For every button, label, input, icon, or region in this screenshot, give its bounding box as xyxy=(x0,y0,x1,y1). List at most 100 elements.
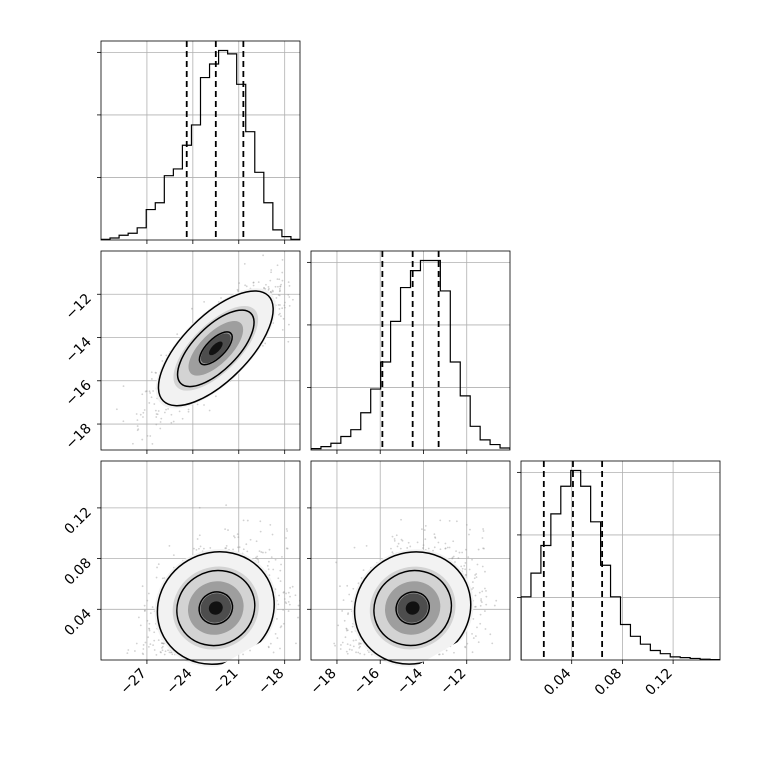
panel-frame xyxy=(100,250,301,451)
scatter-point xyxy=(170,413,173,416)
scatter-point xyxy=(474,605,477,608)
scatter-point xyxy=(135,642,138,645)
scatter-point xyxy=(464,562,467,564)
scatter-panel-p1-p3: −27 −24 −21 −180.040.080.12 xyxy=(61,460,307,698)
scatter-point xyxy=(198,506,201,509)
scatter-point xyxy=(152,644,155,647)
scatter-point xyxy=(341,610,344,612)
scatter-point xyxy=(438,653,440,656)
scatter-point xyxy=(474,594,477,597)
scatter-point xyxy=(146,619,149,622)
scatter-point xyxy=(282,622,285,625)
scatter-point xyxy=(157,410,160,412)
scatter-point xyxy=(359,652,361,655)
density-fill xyxy=(208,601,223,615)
scatter-point xyxy=(266,564,269,567)
scatter-point xyxy=(149,643,152,646)
scatter-point xyxy=(115,408,118,411)
scatter-point xyxy=(281,279,284,282)
scatter-point xyxy=(168,651,171,654)
scatter-point xyxy=(142,648,145,650)
scatter-point xyxy=(468,568,471,571)
scatter-point xyxy=(232,548,234,551)
scatter-point xyxy=(243,262,246,265)
scatter-point xyxy=(475,573,478,575)
scatter-point xyxy=(227,529,229,531)
scatter-point xyxy=(279,569,282,572)
scatter-point xyxy=(269,290,272,293)
scatter-point xyxy=(258,550,261,553)
scatter-point xyxy=(278,313,280,316)
scatter-point xyxy=(156,413,159,416)
scatter-point xyxy=(346,652,349,655)
scatter-point xyxy=(280,625,283,628)
scatter-point xyxy=(360,577,363,579)
scatter-point xyxy=(475,576,478,579)
scatter-point xyxy=(203,404,205,406)
scatter-point xyxy=(144,609,146,612)
scatter-point xyxy=(154,409,157,412)
scatter-point xyxy=(159,651,162,653)
contour-line xyxy=(198,331,233,366)
scatter-point xyxy=(155,423,158,426)
scatter-point xyxy=(164,650,167,653)
scatter-point xyxy=(126,652,129,655)
scatter-point xyxy=(142,653,145,656)
scatter-point xyxy=(305,643,307,645)
scatter-point xyxy=(390,547,392,550)
scatter-point xyxy=(163,577,166,579)
scatter-point xyxy=(285,592,287,595)
scatter-point xyxy=(281,271,284,274)
scatter-point xyxy=(287,281,290,283)
scatter-point xyxy=(348,593,351,596)
scatter-point xyxy=(437,541,440,544)
scatter-point xyxy=(395,534,398,537)
scatter-point xyxy=(187,410,190,413)
scatter-point xyxy=(162,642,165,645)
contour-line xyxy=(157,290,274,407)
scatter-point xyxy=(476,626,478,629)
scatter-point xyxy=(157,563,160,566)
scatter-point xyxy=(346,643,349,646)
x-tick-label: −24 xyxy=(163,665,195,697)
scatter-point xyxy=(252,281,255,284)
scatter-point xyxy=(148,622,151,625)
scatter-point xyxy=(209,547,212,549)
scatter-point xyxy=(484,587,486,590)
scatter-point xyxy=(270,556,273,558)
scatter-point xyxy=(458,551,461,554)
scatter-point xyxy=(280,563,282,566)
scatter-point xyxy=(287,591,290,594)
y-tick-label: −16 xyxy=(63,377,95,409)
scatter-point xyxy=(355,639,357,642)
scatter-point xyxy=(146,599,149,602)
scatter-point xyxy=(287,610,290,612)
scatter-point xyxy=(363,653,366,656)
scatter-point xyxy=(288,285,291,287)
scatter-point xyxy=(270,269,273,271)
scatter-point xyxy=(335,561,338,564)
scatter-point xyxy=(252,281,255,284)
scatter-point xyxy=(196,403,199,406)
scatter-point xyxy=(172,420,175,423)
scatter-point xyxy=(288,304,291,307)
scatter-point xyxy=(214,395,217,398)
scatter-point xyxy=(288,323,290,326)
scatter-point xyxy=(352,587,355,590)
scatter-point xyxy=(148,627,150,630)
scatter-point xyxy=(481,565,484,568)
scatter-point xyxy=(467,556,470,558)
scatter-point xyxy=(136,419,139,422)
density-fill xyxy=(208,341,223,356)
scatter-point xyxy=(416,541,419,544)
scatter-point xyxy=(152,390,154,392)
scatter-point xyxy=(279,580,282,583)
scatter-point xyxy=(474,635,477,637)
scatter-point xyxy=(453,651,455,654)
scatter-point xyxy=(264,342,267,345)
x-tick-label: −12 xyxy=(437,666,469,698)
scatter-point xyxy=(265,283,267,286)
scatter-point xyxy=(393,539,396,542)
scatter-point xyxy=(269,642,272,645)
